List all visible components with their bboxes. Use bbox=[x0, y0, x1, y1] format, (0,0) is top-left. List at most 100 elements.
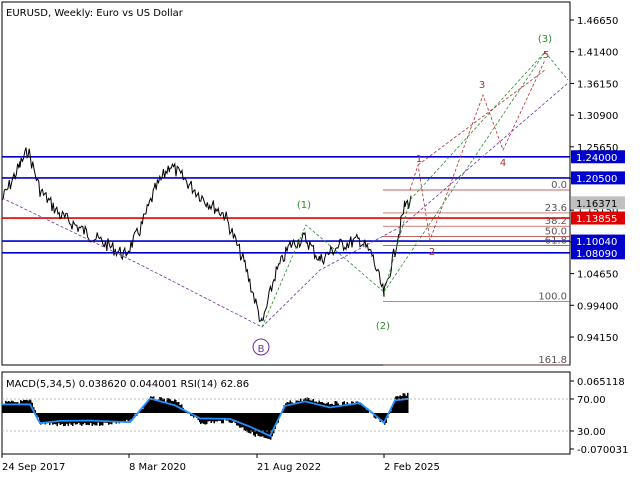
wave-label-b: B bbox=[258, 344, 265, 355]
macd-bar bbox=[366, 410, 368, 413]
macd-bar bbox=[250, 413, 252, 433]
macd-bar bbox=[248, 413, 250, 433]
macd-bar bbox=[25, 400, 27, 413]
macd-bar bbox=[89, 413, 91, 425]
macd-bar bbox=[342, 402, 344, 413]
macd-bar bbox=[68, 413, 70, 426]
macd-bar bbox=[360, 404, 362, 413]
level-label: 1.13855 bbox=[576, 214, 617, 225]
macd-bar bbox=[90, 413, 92, 423]
price-tick-label: 1.30900 bbox=[577, 111, 618, 122]
macd-bar bbox=[84, 413, 86, 423]
macd-bar bbox=[128, 413, 130, 421]
macd-bar bbox=[173, 401, 175, 413]
macd-bar bbox=[238, 413, 240, 426]
macd-bar bbox=[38, 413, 40, 417]
macd-bar bbox=[161, 397, 163, 413]
macd-bar bbox=[74, 413, 76, 423]
subwave-label-5: 5 bbox=[543, 50, 549, 61]
macd-bar bbox=[159, 397, 161, 413]
subwave-label-1: 1 bbox=[416, 154, 422, 165]
macd-bar bbox=[359, 404, 361, 413]
indicator-tick-label: 70.00 bbox=[577, 395, 606, 406]
macd-bar bbox=[28, 400, 30, 413]
macd-bar bbox=[217, 413, 219, 421]
subwave-label-3: 3 bbox=[479, 80, 485, 91]
macd-bar bbox=[354, 404, 356, 413]
macd-bar bbox=[162, 398, 164, 413]
fib-label: 100.0 bbox=[538, 292, 567, 303]
time-tick-label: 2 Feb 2025 bbox=[384, 462, 440, 473]
macd-bar bbox=[313, 399, 315, 413]
macd-bar bbox=[101, 413, 103, 425]
macd-bar bbox=[229, 413, 231, 422]
macd-bar bbox=[5, 401, 7, 413]
price-tick-label: 0.99400 bbox=[577, 301, 618, 312]
macd-bar bbox=[308, 398, 310, 413]
macd-bar bbox=[83, 413, 85, 424]
macd-bar bbox=[130, 413, 132, 419]
macd-bar bbox=[125, 413, 127, 422]
indicator-label: MACD(5,34,5) 0.038620 0.044001 RSI(14) 6… bbox=[6, 379, 249, 390]
macd-bar bbox=[122, 413, 124, 422]
macd-bar bbox=[55, 413, 57, 424]
price-tick-label: 0.94150 bbox=[577, 333, 618, 344]
macd-bar bbox=[362, 406, 364, 413]
macd-bar bbox=[96, 413, 98, 425]
macd-bar bbox=[307, 398, 309, 413]
wave-label-3: (3) bbox=[538, 34, 552, 45]
macd-bar bbox=[63, 413, 65, 426]
macd-bar bbox=[247, 413, 249, 432]
indicator-tick-label: 30.00 bbox=[577, 427, 606, 438]
macd-bar bbox=[239, 413, 241, 428]
macd-bar bbox=[23, 400, 25, 413]
level-label: 1.20500 bbox=[576, 174, 617, 185]
macd-bar bbox=[407, 393, 409, 413]
price-tick-label: 1.04650 bbox=[577, 270, 618, 281]
time-tick-label: 24 Sep 2017 bbox=[2, 462, 65, 473]
macd-bar bbox=[93, 413, 95, 424]
macd-bar bbox=[126, 413, 128, 420]
macd-bar bbox=[347, 402, 349, 413]
macd-bar bbox=[8, 401, 10, 413]
macd-bar bbox=[62, 413, 64, 424]
fib-label: 61.8 bbox=[545, 236, 567, 247]
macd-bar bbox=[60, 413, 62, 425]
macd-bar bbox=[77, 413, 79, 424]
fib-label: 23.6 bbox=[545, 203, 567, 214]
level-label: 1.16371 bbox=[576, 199, 617, 210]
indicator-tick-label: 0.065118 bbox=[577, 377, 625, 388]
main-pane bbox=[2, 2, 570, 365]
macd-bar bbox=[245, 413, 247, 431]
macd-bar bbox=[232, 413, 234, 423]
macd-bar bbox=[170, 399, 172, 413]
macd-bar bbox=[102, 413, 104, 426]
macd-bar bbox=[156, 400, 158, 413]
macd-bar bbox=[86, 413, 88, 425]
macd-bar bbox=[11, 401, 13, 413]
macd-bar bbox=[65, 413, 67, 426]
macd-bar bbox=[302, 401, 304, 413]
time-tick-label: 8 Mar 2020 bbox=[129, 462, 186, 473]
macd-bar bbox=[320, 402, 322, 413]
macd-bar bbox=[75, 413, 77, 425]
macd-bar bbox=[13, 401, 15, 413]
subwave-label-2: 2 bbox=[429, 247, 435, 258]
macd-bar bbox=[325, 404, 327, 413]
macd-bar bbox=[404, 393, 406, 413]
macd-bar bbox=[20, 400, 22, 413]
macd-bar bbox=[164, 399, 166, 413]
macd-bar bbox=[241, 413, 243, 428]
wave-label-1: (1) bbox=[297, 200, 311, 211]
macd-bar bbox=[258, 413, 260, 436]
macd-bar bbox=[351, 401, 353, 413]
macd-bar bbox=[69, 413, 71, 423]
macd-bar bbox=[244, 413, 246, 430]
macd-bar bbox=[111, 413, 113, 424]
macd-bar bbox=[10, 402, 12, 413]
macd-bar bbox=[142, 409, 144, 413]
macd-bar bbox=[155, 400, 157, 413]
indicator-tick-label: -0.070031 bbox=[577, 445, 628, 456]
